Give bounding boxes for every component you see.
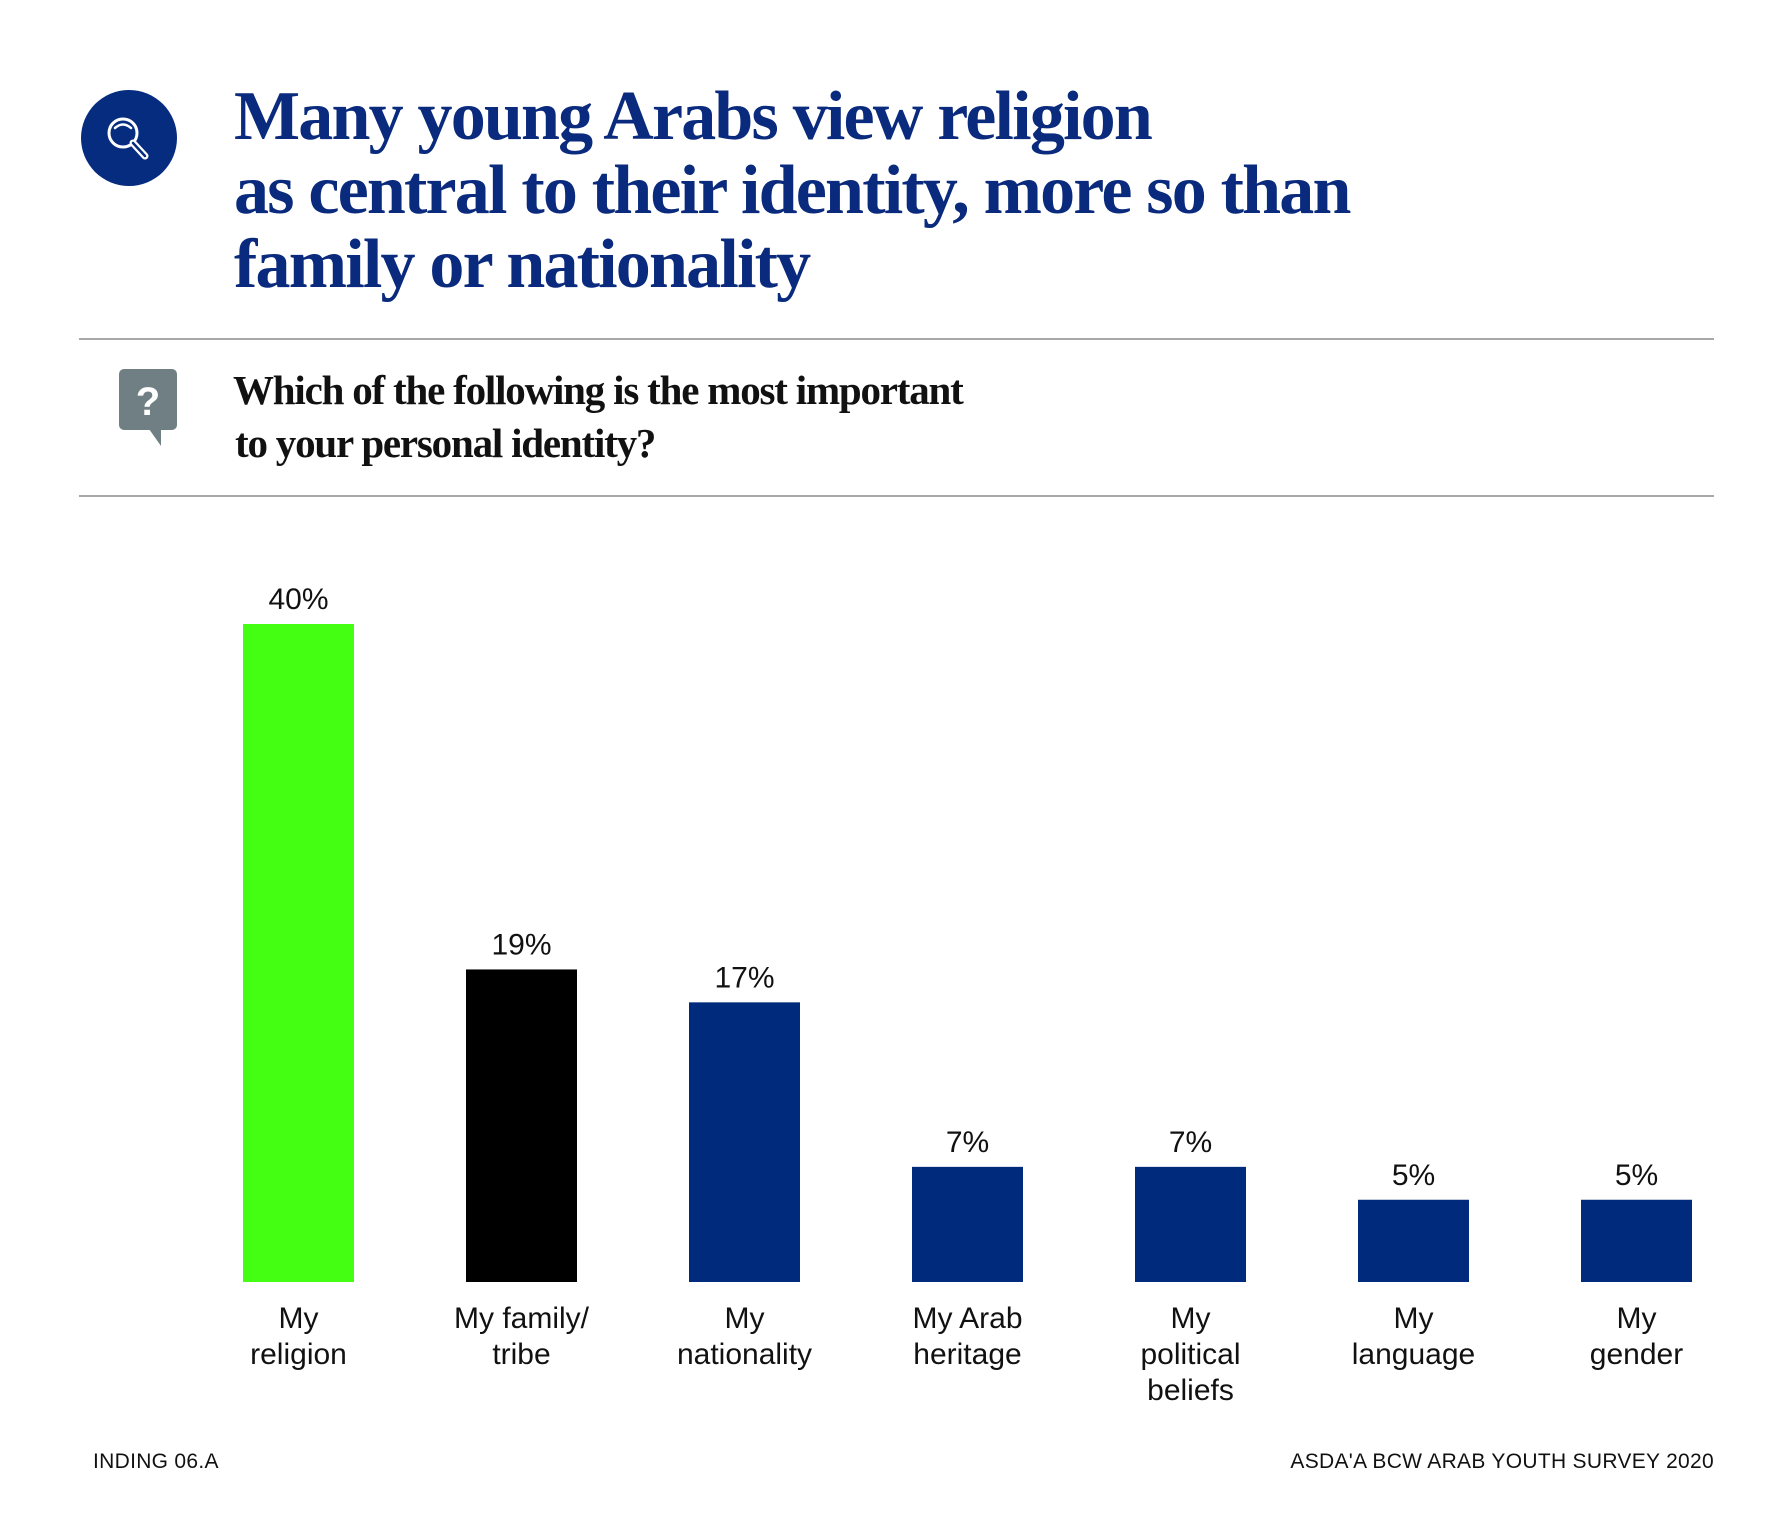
category-label-line: My Arab [912,1302,1022,1335]
category-label-line: gender [1590,1338,1683,1371]
data-label: 7% [1169,1126,1212,1159]
question-line: to your personal identity? [235,420,656,466]
finding-id: INDING 06.A [93,1450,219,1473]
category-label: My language [1352,1302,1475,1371]
category-label-line: nationality [677,1338,812,1371]
svg-text:?: ? [136,380,160,424]
category-label-line: My [725,1302,765,1335]
category-label: My Arab heritage [912,1302,1022,1371]
category-label-line: tribe [492,1338,550,1371]
source-credit: ASDA'A BCW ARAB YOUTH SURVEY 2020 [1290,1450,1714,1473]
title-line: as central to their identity, more so th… [234,152,1351,229]
bar [689,1002,800,1282]
category-label-line: religion [250,1338,347,1371]
data-label: 7% [946,1126,989,1159]
data-label: 5% [1392,1159,1435,1192]
category-label: My gender [1590,1302,1683,1371]
data-label: 19% [491,928,551,961]
category-label-line: My family/ [454,1302,590,1335]
category-label: My political beliefs [1140,1302,1240,1407]
title-line: family or nationality [234,226,811,303]
category-label-line: beliefs [1147,1374,1234,1407]
category-label: My family/tribe [454,1302,590,1371]
data-label: 40% [268,583,328,616]
bar [1358,1199,1469,1282]
title-line: Many young Arabs view religion [234,78,1153,155]
category-label: My religion [250,1302,347,1371]
category-label-line: My [1171,1302,1211,1335]
divider [79,338,1714,340]
bar [1581,1199,1692,1282]
data-label: 5% [1615,1159,1658,1192]
page-title: Many young Arabs view religion as centra… [234,78,1351,303]
category-label-line: heritage [913,1338,1021,1371]
category-label-line: language [1352,1338,1475,1371]
magnifying-glass-icon [81,90,177,186]
bar [912,1166,1023,1282]
category-label-line: My [1617,1302,1657,1335]
bar [243,624,354,1282]
category-label-line: My [279,1302,319,1335]
bar [466,969,577,1282]
bar [1135,1166,1246,1282]
survey-question: Which of the following is the most impor… [233,364,964,470]
category-label-line: political [1140,1338,1240,1371]
data-label: 17% [714,961,774,994]
category-label: My nationality [677,1302,812,1371]
category-label-line: My [1394,1302,1434,1335]
divider [79,495,1714,497]
question-line: Which of the following is the most impor… [233,367,964,413]
question-speech-bubble-icon: ? [119,369,177,447]
